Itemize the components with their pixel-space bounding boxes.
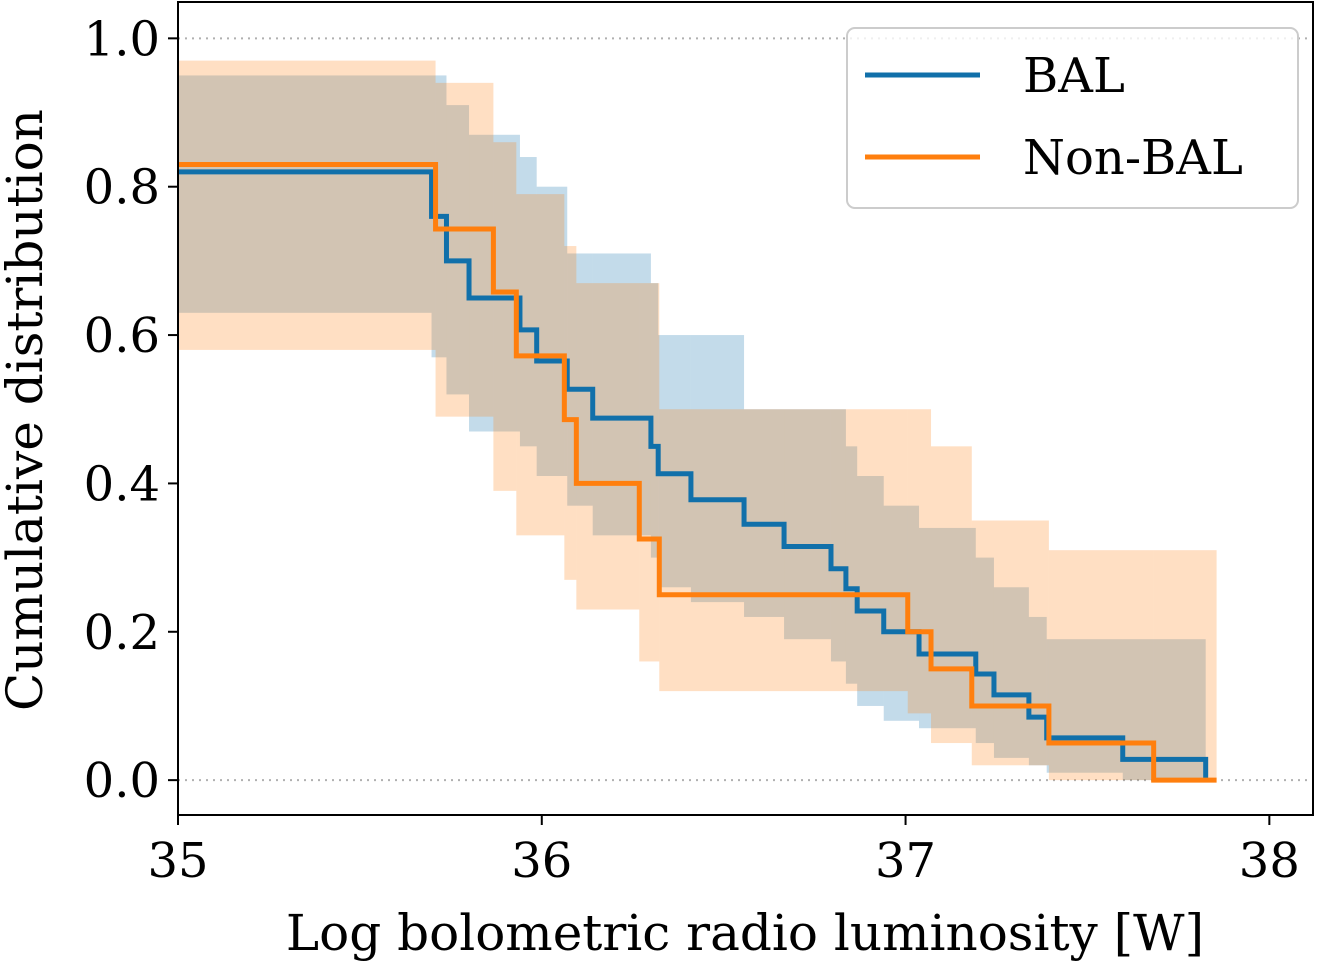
confidence-band: [178, 75, 432, 313]
confidence-band: [1048, 550, 1154, 781]
confidence-band: [650, 283, 659, 558]
confidence-band: [576, 283, 640, 610]
y-tick-label: 0.6: [84, 308, 160, 364]
legend-label: Non-BAL: [1023, 130, 1243, 186]
confidence-band: [744, 409, 785, 617]
confidence-band: [975, 557, 994, 744]
confidence-band: [907, 409, 932, 714]
x-tick-label: 38: [1239, 833, 1300, 889]
y-tick-label: 0.8: [84, 160, 160, 216]
legend-label: BAL: [1023, 48, 1125, 104]
confidence-band: [493, 142, 517, 491]
confidence-band: [857, 476, 884, 706]
confidence-band: [971, 520, 1049, 766]
axes-frame: [177, 1, 1314, 816]
confidence-band: [993, 587, 1029, 758]
confidence-band: [564, 246, 577, 580]
confidence-band: [931, 446, 972, 744]
y-axis-label: Cumulative distribution: [0, 109, 54, 711]
confidence-band: [446, 105, 470, 395]
confidence-band: [536, 186, 568, 477]
confidence-band: [830, 409, 846, 662]
confidence-band: [519, 157, 537, 447]
confidence-band: [178, 60, 436, 350]
confidence-band: [639, 283, 660, 662]
y-tick-label: 1.0: [84, 11, 160, 67]
y-tick-label: 0.0: [84, 753, 160, 809]
confidence-band: [1153, 550, 1217, 781]
x-tick-label: 37: [875, 833, 936, 889]
confidence-band: [567, 253, 593, 506]
x-tick-label: 35: [147, 833, 208, 889]
confidence-band: [919, 527, 976, 729]
step-line: [178, 161, 1217, 783]
step-line: [178, 169, 1209, 781]
confidence-band: [1046, 639, 1123, 773]
confidence-band: [516, 194, 565, 536]
confidence-band: [690, 335, 745, 603]
y-tick-label: 0.4: [84, 456, 160, 512]
x-tick-label: 36: [511, 833, 572, 889]
plot-area: [178, 37, 1313, 783]
confidence-band: [658, 335, 691, 588]
confidence-band: [883, 505, 920, 721]
confidence-band: [1028, 616, 1047, 766]
legend: BAL Non-BAL: [846, 27, 1299, 209]
confidence-band: [845, 446, 858, 684]
y-tick-label: 0.2: [84, 605, 160, 661]
x-axis-label: Log bolometric radio luminosity [W]: [286, 904, 1204, 962]
confidence-band: [659, 409, 908, 692]
confidence-band: [1122, 639, 1206, 781]
confidence-band: [784, 409, 831, 640]
